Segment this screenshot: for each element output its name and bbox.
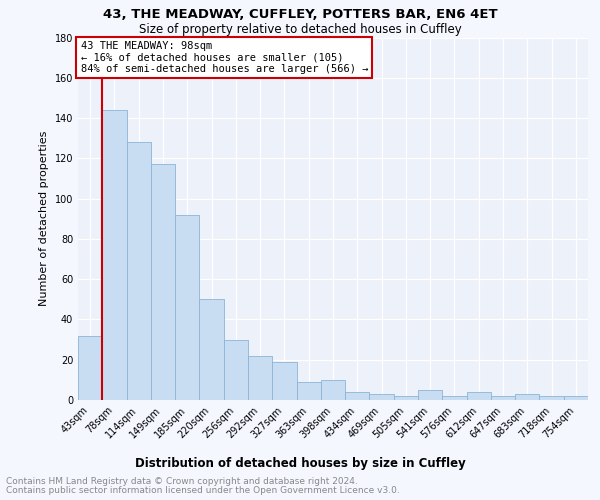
Bar	[394, 396, 418, 400]
Bar	[151, 164, 175, 400]
Bar	[78, 336, 102, 400]
Bar	[370, 394, 394, 400]
Bar	[539, 396, 564, 400]
Bar	[272, 362, 296, 400]
Bar	[515, 394, 539, 400]
Bar	[564, 396, 588, 400]
Text: Size of property relative to detached houses in Cuffley: Size of property relative to detached ho…	[139, 22, 461, 36]
Bar	[224, 340, 248, 400]
Text: 43 THE MEADWAY: 98sqm
← 16% of detached houses are smaller (105)
84% of semi-det: 43 THE MEADWAY: 98sqm ← 16% of detached …	[80, 41, 368, 74]
Text: 43, THE MEADWAY, CUFFLEY, POTTERS BAR, EN6 4ET: 43, THE MEADWAY, CUFFLEY, POTTERS BAR, E…	[103, 8, 497, 20]
Bar	[442, 396, 467, 400]
Bar	[345, 392, 370, 400]
Bar	[296, 382, 321, 400]
Bar	[321, 380, 345, 400]
Bar	[467, 392, 491, 400]
Bar	[491, 396, 515, 400]
Bar	[102, 110, 127, 400]
Bar	[175, 214, 199, 400]
Text: Contains HM Land Registry data © Crown copyright and database right 2024.: Contains HM Land Registry data © Crown c…	[6, 477, 358, 486]
Text: Distribution of detached houses by size in Cuffley: Distribution of detached houses by size …	[134, 458, 466, 470]
Y-axis label: Number of detached properties: Number of detached properties	[39, 131, 49, 306]
Bar	[127, 142, 151, 400]
Bar	[199, 300, 224, 400]
Bar	[418, 390, 442, 400]
Bar	[248, 356, 272, 400]
Text: Contains public sector information licensed under the Open Government Licence v3: Contains public sector information licen…	[6, 486, 400, 495]
